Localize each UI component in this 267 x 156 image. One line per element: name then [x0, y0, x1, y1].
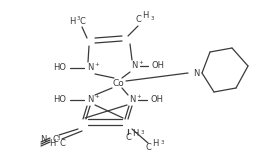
Text: +: + — [139, 59, 143, 64]
Text: C: C — [135, 15, 141, 24]
Text: N: N — [87, 95, 93, 105]
Text: N: N — [40, 136, 46, 144]
Text: C: C — [52, 136, 58, 144]
Text: 3: 3 — [150, 17, 154, 22]
Text: H: H — [142, 12, 148, 20]
Text: C: C — [125, 134, 131, 142]
Text: C: C — [145, 142, 151, 151]
Text: N: N — [87, 63, 93, 73]
Text: Co: Co — [112, 78, 124, 88]
Text: +: + — [137, 93, 141, 98]
Text: +: + — [95, 93, 99, 98]
Text: HO: HO — [53, 63, 66, 73]
Text: +: + — [95, 61, 99, 66]
Text: OH: OH — [151, 61, 164, 71]
Text: 3: 3 — [76, 15, 80, 20]
Text: C: C — [79, 17, 85, 27]
Text: H: H — [69, 17, 75, 27]
Text: HO: HO — [53, 95, 66, 105]
Text: N: N — [131, 61, 137, 71]
Text: H: H — [152, 139, 158, 148]
Text: 3: 3 — [140, 131, 144, 136]
Text: N: N — [129, 95, 135, 105]
Text: OH: OH — [151, 95, 163, 105]
Text: 3: 3 — [160, 139, 164, 144]
Text: H: H — [49, 139, 55, 148]
Text: N: N — [193, 68, 199, 78]
Text: H: H — [132, 129, 138, 139]
Text: 3: 3 — [56, 136, 60, 141]
Text: C: C — [59, 139, 65, 148]
